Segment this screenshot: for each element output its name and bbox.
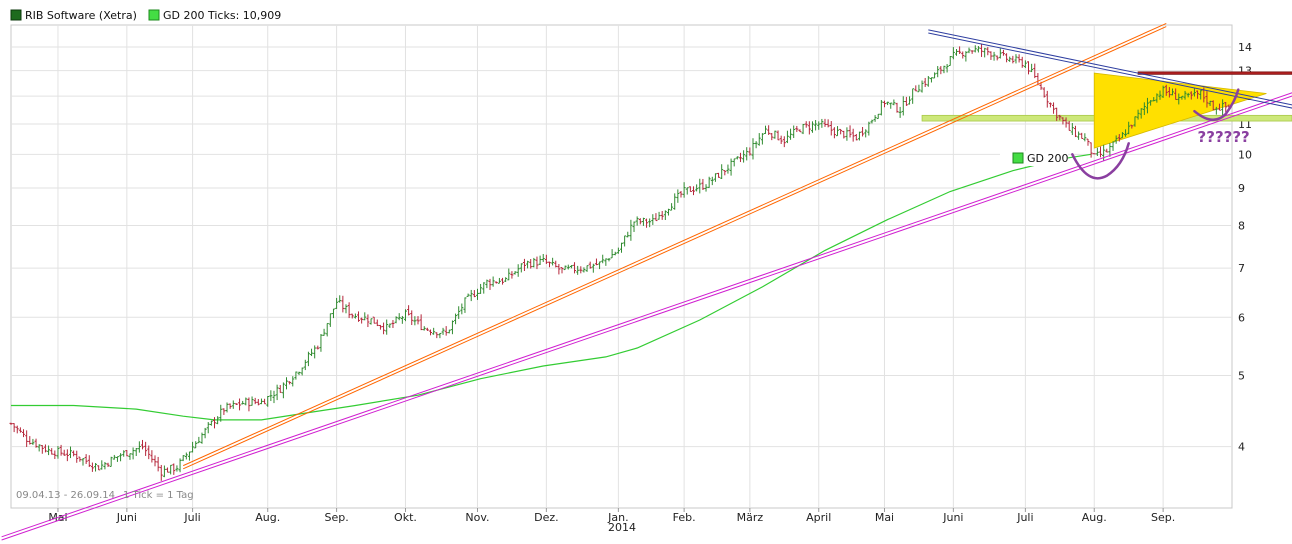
y-tick-label: 13 — [1238, 65, 1252, 78]
x-tick-label: Aug. — [255, 511, 280, 524]
purple-arc-left — [1071, 142, 1130, 180]
orange-trendline — [182, 22, 1167, 467]
x-tick-label: Nov. — [465, 511, 489, 524]
y-tick-label: 9 — [1238, 182, 1245, 195]
y-tick-label: 7 — [1238, 262, 1245, 275]
gd200-line — [11, 153, 1092, 421]
annotation-layer-over: ?????? — [1, 22, 1292, 541]
x-tick-label: Sep. — [324, 511, 348, 524]
orange-trendline — [182, 26, 1167, 470]
x-tick-label: Jan. — [607, 511, 628, 524]
blue-trendline — [928, 29, 1292, 106]
x-tick-label: Sep. — [1151, 511, 1175, 524]
x-tick-label: März — [737, 511, 764, 524]
x-tick-label: Juni — [942, 511, 963, 524]
x-tick-label: Dez. — [534, 511, 559, 524]
legend-swatch-gd200 — [148, 9, 160, 21]
x-tick-label: Okt. — [394, 511, 417, 524]
x-tick-label: Aug. — [1082, 511, 1107, 524]
x-axis: Mai Juni Juli Aug. Sep. Okt. Nov. Dez. Jan. Feb. M… — [48, 508, 1175, 524]
y-tick-label: 6 — [1238, 311, 1245, 324]
question-marks-annotation: ?????? — [1198, 128, 1250, 146]
legend-swatch-price — [10, 9, 22, 21]
y-tick-label: 8 — [1238, 220, 1245, 233]
x-tick-label: April — [806, 511, 831, 524]
x-tick-label: Juli — [183, 511, 200, 524]
year-label: 2014 — [608, 521, 636, 534]
y-tick-label: 5 — [1238, 369, 1245, 382]
plot-area — [10, 24, 1233, 509]
date-range-note: 09.04.13 - 26.09.14 — [16, 490, 115, 501]
y-tick-label: 14 — [1238, 41, 1252, 54]
gridlines — [11, 25, 1232, 508]
blue-trendline — [928, 32, 1292, 109]
y-tick-label: 10 — [1238, 148, 1252, 161]
x-tick-label: Mai — [875, 511, 894, 524]
x-tick-label: Juli — [1016, 511, 1033, 524]
yellow-triangle-pattern — [1093, 72, 1267, 149]
purple-arc-right — [1193, 88, 1240, 121]
moving-average-layer — [11, 153, 1092, 421]
legend-label-gd200: GD 200 Ticks: 10,909 — [163, 9, 281, 22]
legend-label-price: RIB Software (Xetra) — [25, 9, 137, 22]
y-tick-label: 4 — [1238, 441, 1245, 454]
inline-legend-swatch — [1012, 152, 1024, 164]
x-tick-label: Feb. — [673, 511, 696, 524]
resistance-band — [1137, 71, 1292, 75]
x-tick-label: Juni — [116, 511, 137, 524]
price-series — [9, 43, 1231, 481]
tick-note: 1 Tick = 1 Tag — [123, 490, 194, 501]
inline-legend-label: GD 200 — [1027, 152, 1069, 165]
magenta-trendline — [1, 95, 1292, 541]
